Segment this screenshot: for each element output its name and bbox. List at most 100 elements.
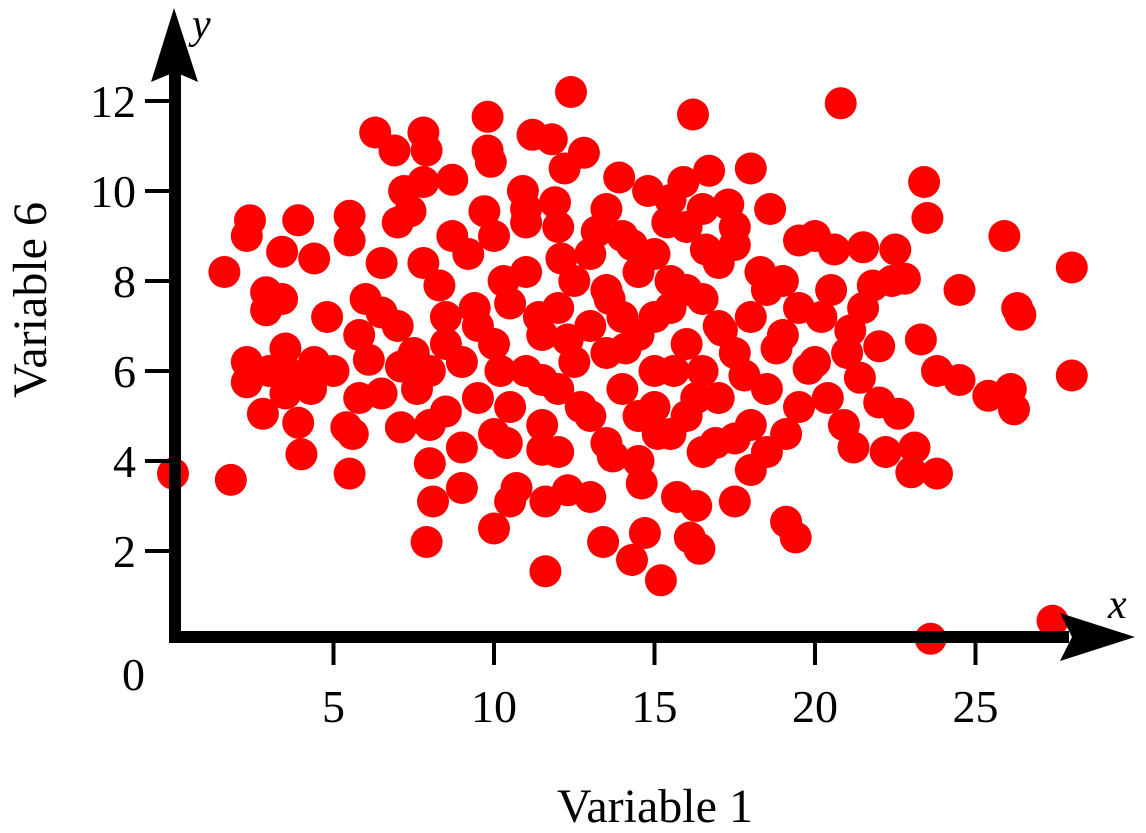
data-point [542, 436, 575, 468]
data-points [157, 76, 1088, 655]
data-point [911, 202, 944, 234]
data-point [799, 346, 831, 378]
data-point [539, 186, 571, 219]
x-axis-title: Variable 1 [557, 780, 753, 833]
data-point [603, 161, 636, 194]
y-tick-mark [145, 279, 171, 283]
data-point [474, 145, 507, 178]
data-point [590, 337, 623, 369]
x-tick-label: 20 [792, 681, 838, 732]
data-point [429, 301, 462, 333]
data-point [468, 195, 501, 228]
data-point [567, 136, 600, 169]
data-point [333, 224, 366, 257]
data-point [282, 204, 315, 237]
y-axis-arrow-icon [151, 8, 198, 82]
data-point [529, 555, 562, 588]
data-point [882, 397, 915, 430]
data-point [638, 238, 671, 270]
data-point [343, 319, 376, 351]
data-point [407, 247, 440, 279]
data-point [452, 238, 485, 270]
data-point [574, 310, 607, 342]
data-point [998, 393, 1030, 426]
data-point [718, 211, 751, 243]
data-point [478, 512, 510, 545]
data-point [349, 283, 382, 315]
data-point [333, 457, 366, 490]
y-axis-symbol: y [188, 2, 211, 48]
data-point [590, 427, 623, 459]
data-point [407, 166, 440, 198]
y-tick-mark [145, 459, 171, 463]
data-point [686, 283, 719, 315]
data-point [622, 445, 655, 477]
x-tick-mark [652, 641, 657, 665]
y-ticks: 2 4 6 8 10 12 [90, 76, 171, 577]
x-tick-mark [973, 641, 978, 665]
x-tick-mark [331, 641, 336, 665]
data-point [445, 472, 478, 504]
data-point [686, 355, 719, 387]
data-point [654, 184, 687, 216]
data-point [384, 411, 417, 444]
data-point [590, 274, 623, 306]
data-point [542, 292, 575, 324]
y-tick-mark [145, 99, 171, 103]
data-point [718, 422, 751, 455]
data-point [898, 431, 931, 464]
data-point [988, 220, 1021, 252]
data-point [214, 463, 247, 496]
data-point [750, 436, 783, 468]
data-point [574, 238, 607, 270]
origin-label: 0 [122, 649, 145, 700]
data-point [266, 235, 299, 268]
data-point [333, 199, 366, 232]
data-point [381, 310, 414, 342]
data-point [1055, 251, 1088, 284]
x-tick-label: 5 [322, 681, 345, 732]
data-point [616, 544, 648, 576]
data-point [253, 355, 286, 387]
data-point [413, 409, 446, 441]
data-point [677, 98, 709, 131]
data-point [783, 292, 815, 324]
data-point [1055, 359, 1088, 392]
data-point [686, 436, 719, 468]
y-tick-mark [145, 369, 171, 373]
data-point [766, 265, 799, 297]
data-point [943, 274, 976, 306]
data-point [417, 485, 449, 518]
data-point [670, 400, 703, 432]
x-tick-label: 10 [471, 681, 517, 732]
data-point [445, 346, 478, 378]
data-point [837, 431, 870, 464]
data-point [628, 517, 661, 549]
data-point [818, 233, 851, 266]
data-point [352, 343, 385, 376]
x-axis-arrow-icon [1060, 613, 1135, 661]
data-point [365, 247, 398, 279]
data-point [558, 346, 591, 378]
data-point [754, 193, 787, 225]
data-point [908, 166, 941, 198]
data-point [208, 256, 241, 288]
data-point [494, 391, 527, 423]
data-point [815, 274, 848, 306]
x-tick-mark [492, 641, 496, 665]
x-axis-symbol: x [1107, 582, 1127, 628]
data-point [587, 526, 620, 558]
data-point [266, 283, 299, 315]
y-tick-label: 8 [113, 256, 136, 307]
data-point [471, 100, 504, 133]
data-point [847, 231, 880, 264]
y-tick-mark [145, 189, 171, 193]
data-point [847, 292, 880, 324]
data-point [558, 265, 591, 297]
data-point [654, 292, 687, 324]
y-tick-label: 6 [113, 346, 136, 397]
data-point [410, 526, 443, 558]
x-tick-label: 25 [953, 681, 999, 732]
y-tick-mark [145, 549, 171, 553]
